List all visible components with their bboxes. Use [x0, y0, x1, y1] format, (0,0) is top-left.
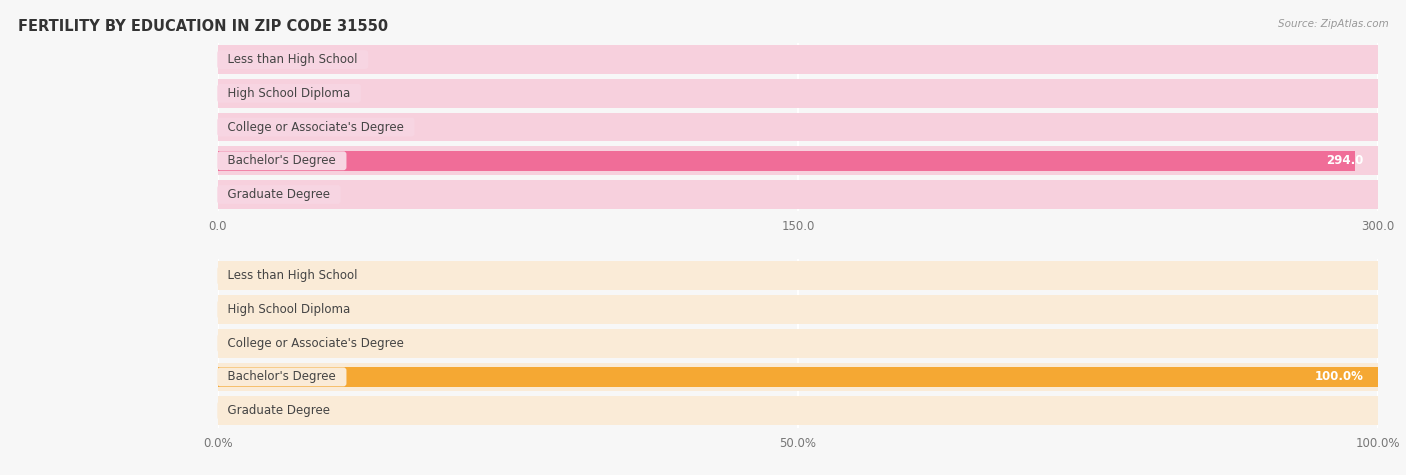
Text: Graduate Degree: Graduate Degree — [221, 404, 337, 417]
Text: College or Associate's Degree: College or Associate's Degree — [221, 337, 412, 350]
Text: Graduate Degree: Graduate Degree — [221, 188, 337, 201]
Text: 100.0%: 100.0% — [1315, 370, 1364, 383]
Text: Bachelor's Degree: Bachelor's Degree — [221, 370, 343, 383]
Text: Source: ZipAtlas.com: Source: ZipAtlas.com — [1278, 19, 1389, 29]
Text: FERTILITY BY EDUCATION IN ZIP CODE 31550: FERTILITY BY EDUCATION IN ZIP CODE 31550 — [18, 19, 388, 34]
Bar — [218, 180, 1378, 209]
Text: College or Associate's Degree: College or Associate's Degree — [221, 121, 412, 133]
Bar — [218, 396, 1378, 425]
Bar — [218, 329, 1378, 358]
Bar — [218, 113, 1378, 142]
Text: 0.0: 0.0 — [233, 188, 252, 201]
Text: 0.0%: 0.0% — [233, 269, 263, 282]
Text: 0.0%: 0.0% — [233, 303, 263, 316]
Bar — [218, 45, 1378, 74]
Bar — [218, 261, 1378, 290]
Text: 0.0: 0.0 — [233, 87, 252, 100]
Text: 0.0: 0.0 — [233, 121, 252, 133]
Bar — [218, 295, 1378, 324]
Text: High School Diploma: High School Diploma — [221, 303, 359, 316]
Bar — [218, 362, 1378, 391]
Text: 294.0: 294.0 — [1327, 154, 1364, 167]
Bar — [218, 79, 1378, 108]
Bar — [218, 367, 1378, 387]
Text: High School Diploma: High School Diploma — [221, 87, 359, 100]
Text: Less than High School: Less than High School — [221, 269, 366, 282]
Text: Bachelor's Degree: Bachelor's Degree — [221, 154, 343, 167]
Text: Less than High School: Less than High School — [221, 53, 366, 66]
Text: 0.0%: 0.0% — [233, 337, 263, 350]
Text: 0.0%: 0.0% — [233, 404, 263, 417]
Bar — [218, 146, 1378, 175]
Text: 0.0: 0.0 — [233, 53, 252, 66]
Bar — [218, 151, 1355, 171]
